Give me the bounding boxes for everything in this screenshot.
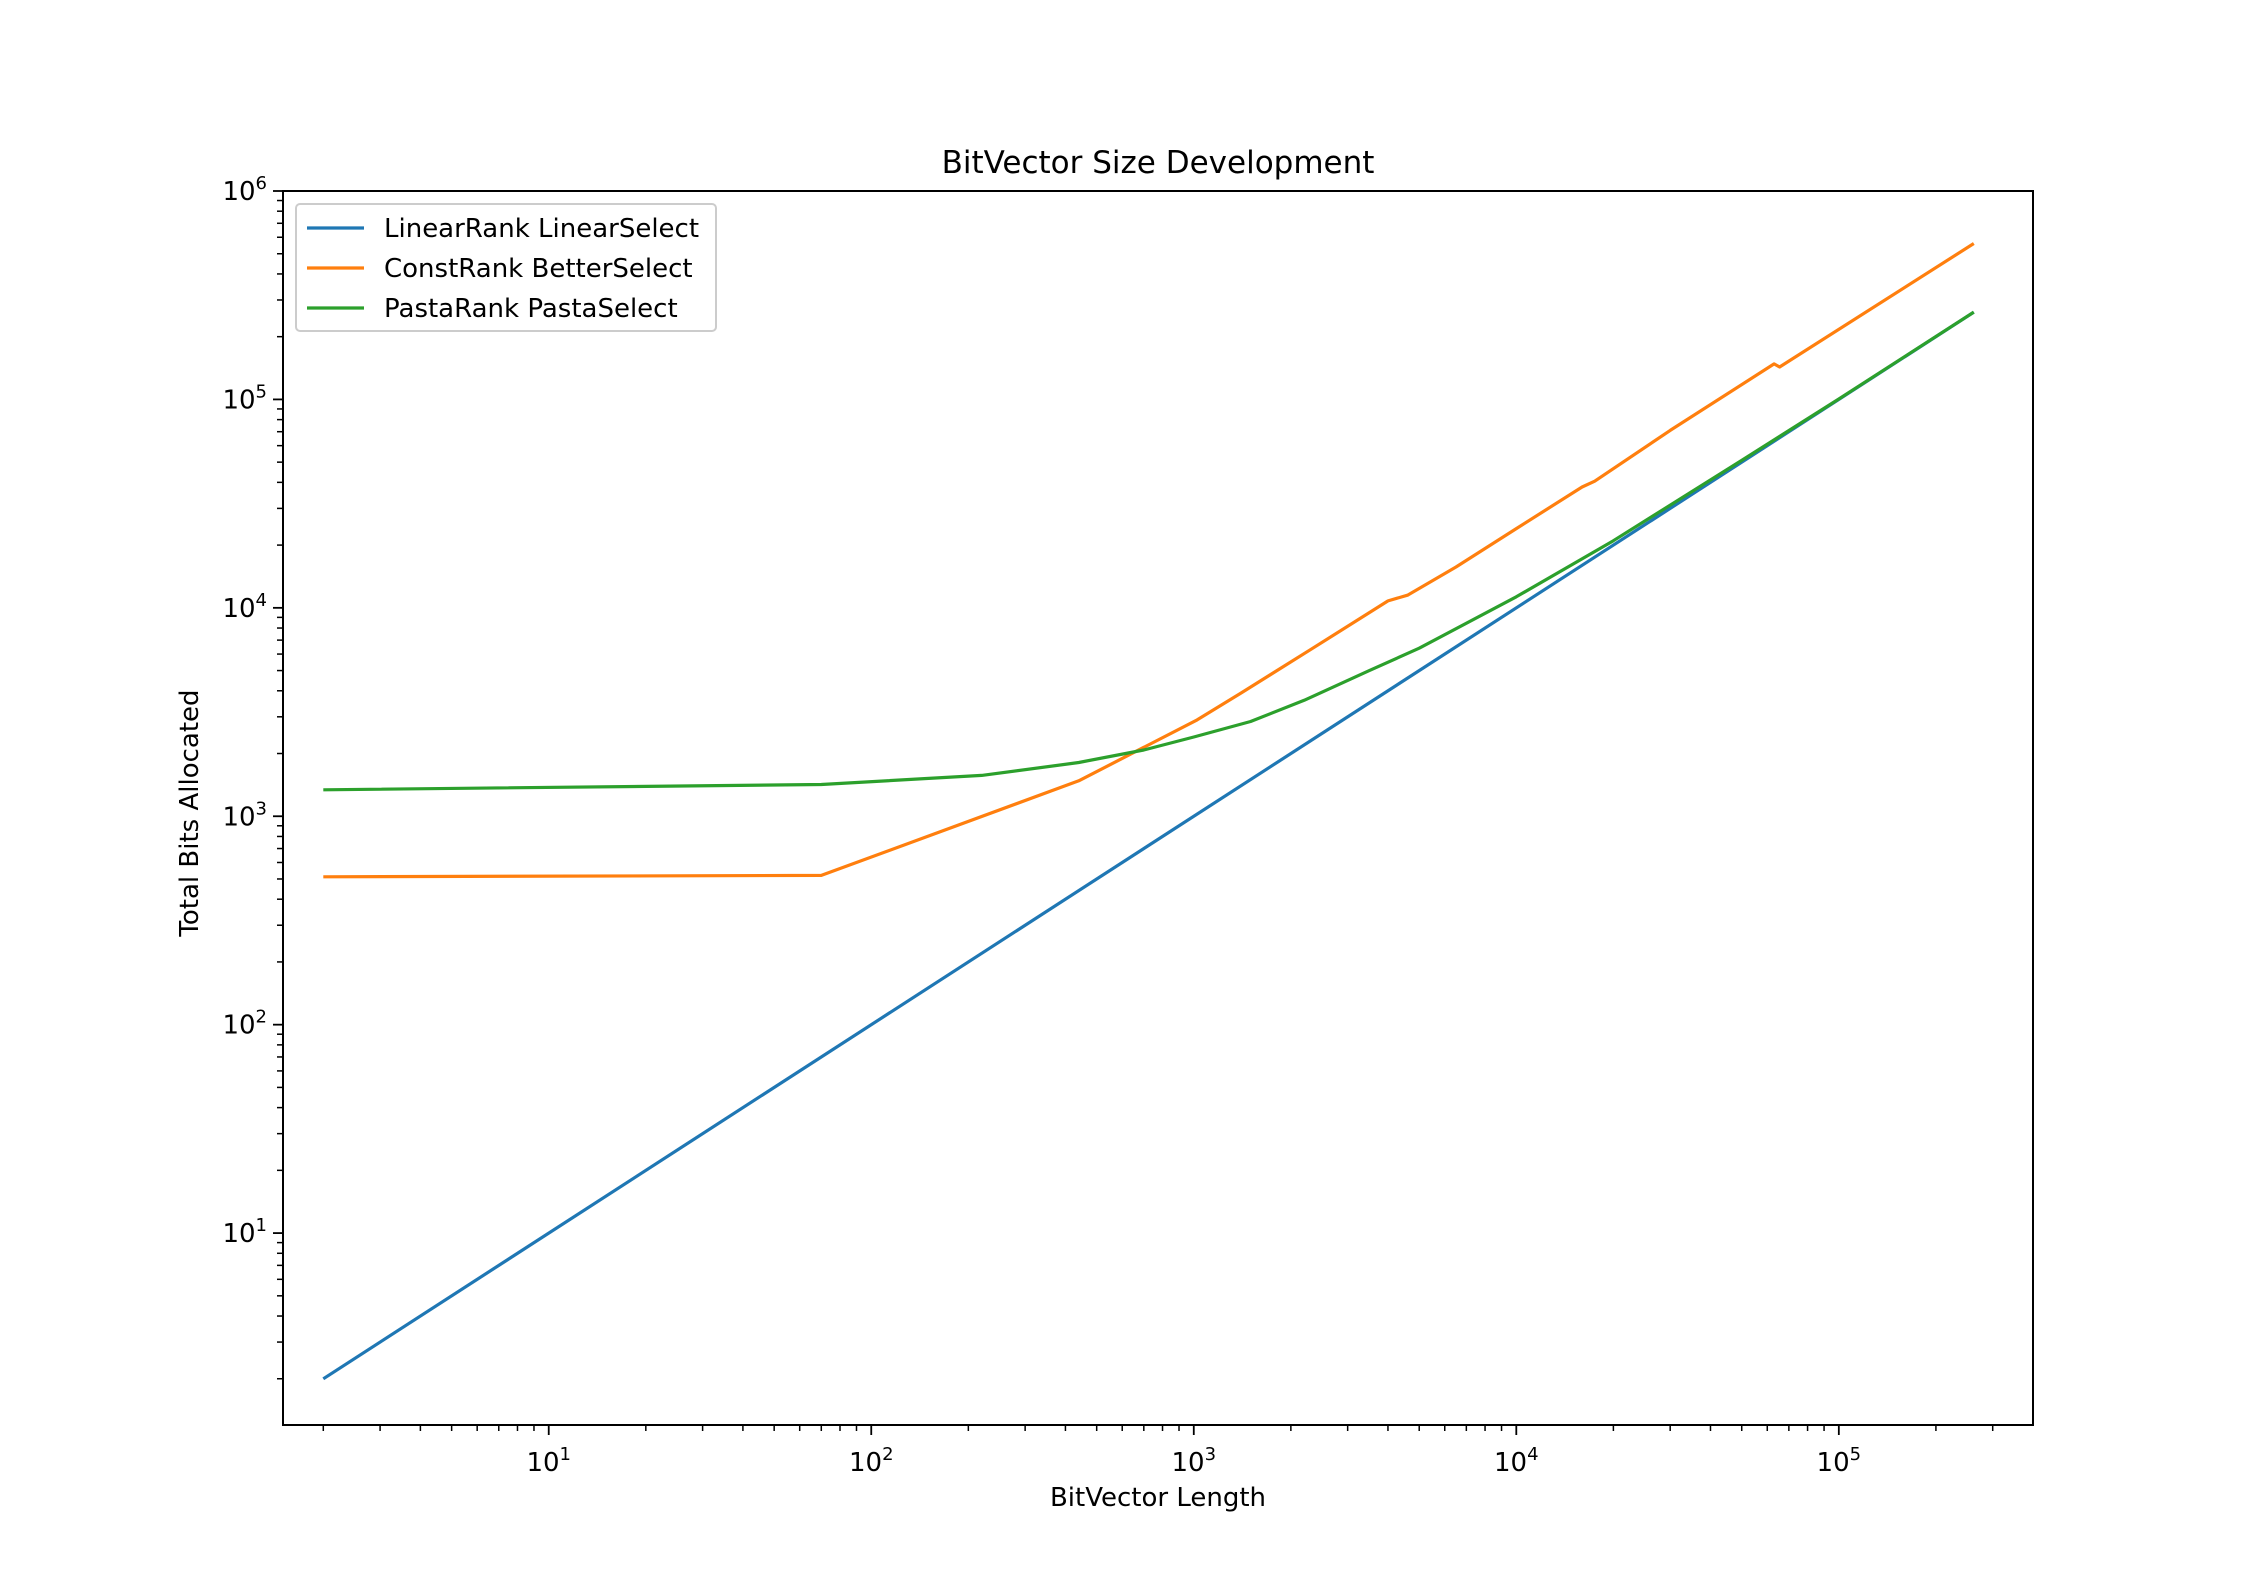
x-tick-label: 105 [1817, 1444, 1862, 1478]
legend-box [295, 203, 717, 332]
x-axis-label: BitVector Length [1050, 1483, 1266, 1513]
y-tick-label: 106 [222, 173, 267, 207]
x-axis: 101 102 103 104 105 [322, 1425, 1994, 1478]
y-tick-label: 103 [222, 798, 267, 832]
x-tick-label: 101 [526, 1444, 571, 1478]
x-tick-label: 102 [849, 1444, 894, 1478]
plot-area: 101 102 103 104 105 101 102 103 104 105 106 [222, 173, 2034, 1478]
y-axis-label: Total Bits Allocated [175, 689, 205, 937]
series-line-3 [323, 310, 1975, 792]
y-tick-label: 102 [222, 1007, 267, 1041]
series-line-2 [323, 242, 1975, 879]
legend: LinearRank LinearSelect ConstRank BetterS… [295, 203, 717, 332]
y-tick-label: 105 [222, 381, 267, 415]
chart-title: BitVector Size Development [942, 145, 1375, 181]
legend-label: ConstRank BetterSelect [384, 254, 693, 284]
plot-frame [282, 190, 2034, 1426]
series-line-1 [322, 310, 1975, 1381]
y-tick-label: 101 [222, 1215, 267, 1249]
y-tick-label: 104 [222, 590, 267, 624]
legend-label: PastaRank PastaSelect [384, 294, 678, 324]
y-axis: 101 102 103 104 105 106 [222, 173, 283, 1380]
legend-label: LinearRank LinearSelect [384, 214, 699, 244]
x-tick-label: 103 [1172, 1444, 1217, 1478]
x-tick-label: 104 [1494, 1444, 1539, 1478]
series-lines [322, 242, 1975, 1381]
